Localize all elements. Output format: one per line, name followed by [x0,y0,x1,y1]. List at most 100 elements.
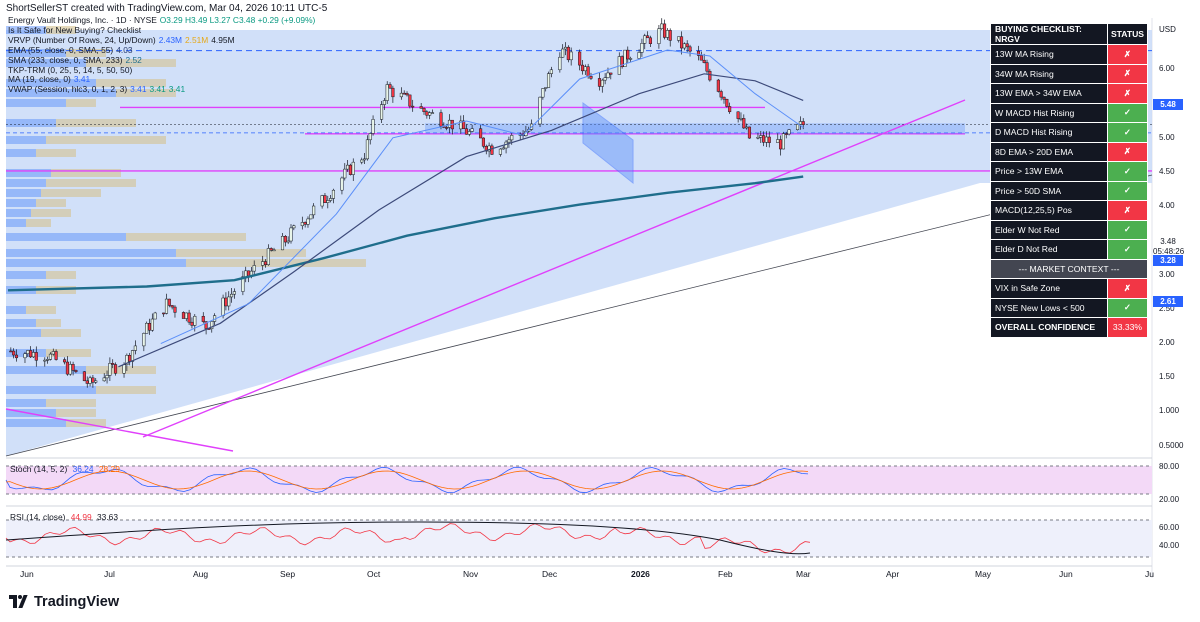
candle-body [586,66,590,77]
candle-body [232,291,236,295]
price-tick-label: 5.00 [1159,133,1175,142]
tradingview-footer[interactable]: TradingView [9,594,119,610]
legend-row[interactable]: MA (19, close, 0) 3.41 [8,74,315,85]
volume-profile-down-bar [51,169,121,177]
volume-profile-down-bar [96,79,166,87]
candle-body [26,350,30,354]
legend-row[interactable]: VRVP (Number Of Rows, 24, Up/Down) 2.43M 2… [8,34,315,46]
candle-body [640,43,644,53]
volume-profile-up-bar [6,319,36,327]
checklist-criterion: Elder D Not Red [990,239,1108,260]
checklist-criterion: 13W EMA > 34W EMA [990,83,1108,104]
rsi-label: RSI (14, close) [10,512,66,522]
tradingview-brand: TradingView [34,594,120,610]
candle-body [14,354,19,359]
candle-body [289,227,293,242]
legend-row[interactable]: TKP-TRM (0, 25, 5, 14, 5, 50, 50) [8,65,315,76]
volume-profile-up-bar [6,89,116,97]
checklist-row: VIX in Safe Zone ✗ [990,278,1148,299]
candle-body [210,321,214,329]
candle-body [422,108,426,112]
legend-label: VRVP (Number Of Rows, 24, Up/Down) [8,34,156,45]
volume-profile-down-bar [126,233,246,241]
legend-row[interactable]: Energy Vault Holdings, Inc. · 1D · NYSE O… [8,15,316,26]
candle-body [102,377,106,382]
price-badge: 5.48 [1153,99,1183,110]
candle-body [331,189,335,199]
candle-body [600,79,604,87]
volume-profile-down-bar [46,349,91,357]
candle-body [54,351,58,360]
candle-body [85,380,89,384]
volume-profile-up-bar [6,249,176,257]
candle-body [784,133,788,135]
volume-profile-up-bar [6,386,96,394]
rsi-ma-value: 33.63 [97,512,118,522]
candle-body [580,64,585,72]
checklist-criterion: D MACD Hist Rising [990,122,1108,143]
time-tick-label: Nov [463,569,479,579]
candle-body [546,73,551,88]
legend-value: O3.29 H3.49 L3.27 C3.48 +0.29 (+9.09%) [159,15,316,25]
volume-profile-up-bar [6,366,86,374]
candle-body [247,270,251,276]
time-tick-label: Jun [20,569,34,579]
candle-body [470,128,474,132]
legend-value: 3.41 [130,84,147,95]
candle-body [111,363,115,365]
candle-body [363,158,367,161]
candle-body [736,111,740,119]
candle-body [688,46,692,52]
volume-profile-up-bar [6,49,66,57]
volume-profile-up-bar [6,419,66,427]
legend-label: Energy Vault Holdings, Inc. · 1D · NYSE [8,15,157,25]
checklist-status-header: STATUS [1107,23,1148,45]
legend-row[interactable]: Is It Safe for New Buying? Checklist [8,25,315,36]
candle-body [722,96,726,100]
candle-body [747,126,752,139]
candle-body [261,261,265,266]
checklist-row: Elder D Not Red ✓ [990,239,1148,260]
checklist-criterion: 34W MA Rising [990,63,1108,84]
candle-body [702,59,706,63]
cross-icon: ✗ [1107,83,1148,104]
candle-body [230,293,234,298]
time-tick-label: Oct [367,569,381,579]
candle-body [300,222,304,227]
volume-profile-up-bar [6,233,126,241]
candle-body [173,306,177,313]
price-tick-label: 0.5000 [1159,441,1184,450]
legend-value: 2.52 [125,54,142,65]
checklist-criterion: Price > 50D SMA [990,180,1108,201]
time-tick-label: May [975,569,992,579]
candle-body [538,96,542,125]
legend-row[interactable]: SMA (233, close, 0, SMA, 233) 2.52 [8,54,315,66]
candle-body [606,72,610,78]
volume-profile-down-bar [36,199,66,207]
candle-body [411,105,415,108]
volume-profile-up-bar [6,329,41,337]
candle-body [668,30,672,41]
volume-profile-up-bar [6,271,46,279]
candle-body [399,92,403,98]
candle-body [371,119,375,134]
volume-profile-up-bar [6,119,56,127]
checklist-criterion: Price > 13W EMA [990,161,1108,182]
price-tick-label: 1.000 [1159,406,1180,415]
candle-body [603,77,607,81]
stoch-d-value: 28.29 [98,464,120,474]
candle-body [351,161,355,175]
candle-body [252,265,256,272]
checklist-criterion: MACD(12,25,5) Pos [990,200,1108,221]
candle-body [147,323,152,331]
volume-profile-up-bar [6,99,66,107]
legend-row[interactable]: VWAP (Session, hlc3, 0, 1, 2, 3) 3.41 3.41… [8,84,315,95]
cross-icon: ✗ [1107,44,1148,65]
oscillator-tick-label: 20.00 [1159,495,1180,504]
checklist-row: MACD(12,25,5) Pos ✗ [990,200,1148,221]
legend-row[interactable]: EMA (55, close, 0, SMA, 55) 4.03 [8,44,315,56]
legend-value: 4.03 [116,44,133,55]
checklist-row: 34W MA Rising ✗ [990,63,1148,84]
candle-body [716,79,720,92]
